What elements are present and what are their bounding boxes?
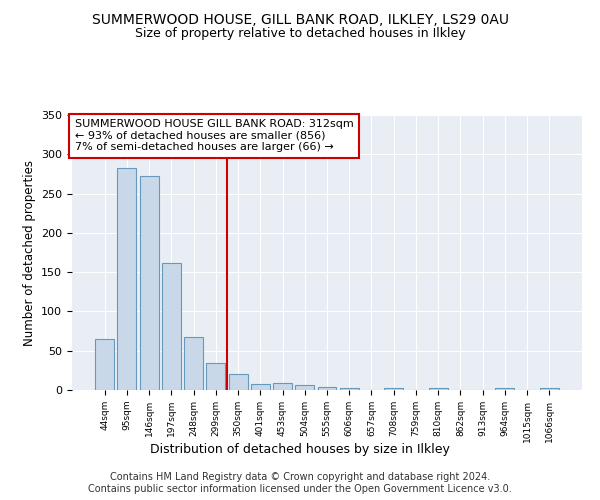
Text: Contains HM Land Registry data © Crown copyright and database right 2024.
Contai: Contains HM Land Registry data © Crown c… — [88, 472, 512, 494]
Bar — [229, 374, 248, 390]
Text: SUMMERWOOD HOUSE, GILL BANK ROAD, ILKLEY, LS29 0AU: SUMMERWOOD HOUSE, GILL BANK ROAD, ILKLEY… — [91, 12, 509, 26]
Bar — [429, 388, 448, 390]
Bar — [295, 386, 314, 390]
Bar — [540, 388, 559, 390]
Bar — [184, 338, 203, 390]
Bar — [95, 339, 114, 390]
Bar — [496, 388, 514, 390]
Bar — [162, 262, 181, 390]
Bar — [384, 388, 403, 390]
Bar — [340, 388, 359, 390]
Bar — [118, 168, 136, 390]
Bar — [273, 383, 292, 390]
Text: Distribution of detached houses by size in Ilkley: Distribution of detached houses by size … — [150, 442, 450, 456]
Bar — [206, 362, 225, 390]
Bar — [251, 384, 270, 390]
Text: SUMMERWOOD HOUSE GILL BANK ROAD: 312sqm
← 93% of detached houses are smaller (85: SUMMERWOOD HOUSE GILL BANK ROAD: 312sqm … — [74, 119, 353, 152]
Bar — [317, 387, 337, 390]
Text: Size of property relative to detached houses in Ilkley: Size of property relative to detached ho… — [134, 28, 466, 40]
Bar — [140, 176, 158, 390]
Y-axis label: Number of detached properties: Number of detached properties — [23, 160, 35, 346]
